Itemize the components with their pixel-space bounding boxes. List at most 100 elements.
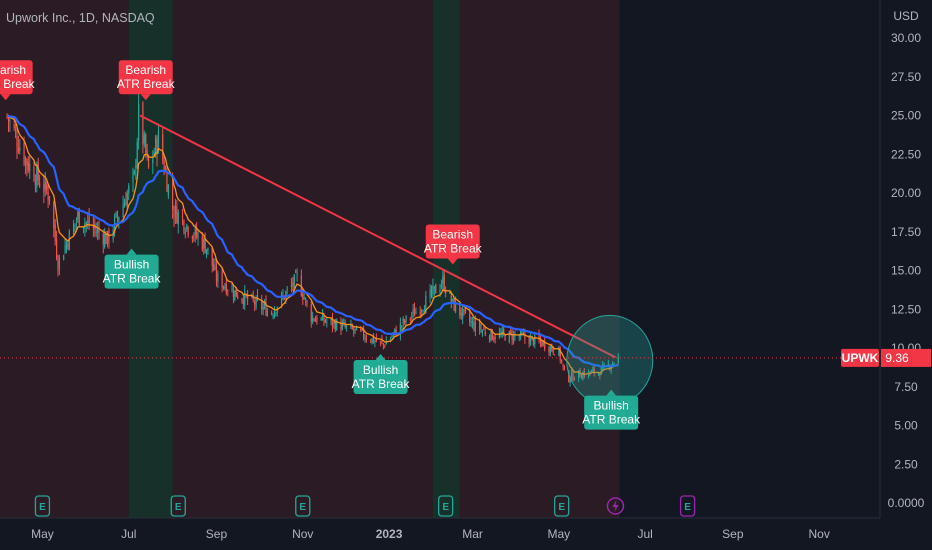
candle-body	[340, 321, 342, 331]
candle-body	[266, 310, 268, 316]
candle-body	[425, 295, 427, 313]
candle-body	[48, 195, 51, 202]
candle-body	[452, 298, 454, 301]
y-tick-label: 25.00	[891, 109, 921, 123]
candle-body	[63, 255, 65, 261]
candle-body	[214, 266, 216, 269]
candle-body	[421, 310, 423, 312]
candle-body	[292, 282, 294, 286]
candle-body	[361, 329, 363, 331]
candle-body	[597, 372, 600, 375]
candle-body	[612, 363, 614, 365]
candle-body	[201, 235, 203, 250]
label-text: ATR Break	[352, 377, 411, 391]
candle-body	[385, 341, 387, 345]
candle-body	[312, 316, 314, 322]
candle-body	[275, 312, 277, 314]
earnings-letter: E	[558, 502, 565, 513]
candle-body	[215, 267, 218, 282]
candle-body	[156, 139, 158, 155]
candle-body	[157, 130, 160, 154]
candle-body	[213, 264, 215, 271]
candle-body	[205, 249, 208, 255]
candle-body	[296, 273, 298, 275]
candle-body	[246, 294, 249, 300]
candle-body	[548, 347, 550, 352]
candle-body	[39, 182, 41, 187]
candle-body	[503, 328, 505, 334]
x-tick-label: Sep	[206, 527, 228, 541]
candle-body	[402, 318, 404, 324]
candle-body	[409, 318, 411, 320]
candle-body	[273, 310, 276, 318]
candle-body	[464, 308, 467, 313]
candle-body	[423, 309, 426, 312]
candle-body	[578, 370, 580, 379]
candle-body	[599, 374, 601, 376]
candle-body	[488, 335, 491, 340]
candle-body	[353, 329, 355, 332]
candle-body	[87, 220, 89, 223]
candle-body	[454, 303, 457, 313]
y-tick-label: 15.00	[891, 264, 921, 278]
candle-body	[453, 298, 455, 311]
candle-body	[163, 160, 165, 173]
candle-body	[617, 356, 619, 363]
candle-body	[303, 298, 305, 300]
lightning-icon	[612, 500, 619, 512]
dividend-icon	[606, 497, 625, 515]
candle-body	[541, 341, 543, 347]
candle-body	[440, 285, 443, 288]
label-text: Bullish	[114, 258, 149, 272]
candle-body	[412, 309, 414, 314]
candle-body	[255, 297, 257, 308]
candle-body	[324, 319, 327, 323]
candle-body	[146, 150, 148, 155]
candle-body	[46, 184, 48, 191]
candle-body	[237, 296, 239, 299]
candle-body	[435, 284, 437, 294]
candle-body	[88, 216, 90, 226]
candle-body	[355, 326, 358, 331]
candle-body	[474, 321, 476, 332]
candle-body	[538, 335, 540, 341]
candle-body	[469, 313, 471, 322]
candle-body	[491, 330, 493, 341]
y-tick-label: 2.50	[894, 457, 918, 471]
label-text: ATR Break	[103, 272, 162, 286]
earnings-icon	[295, 495, 311, 517]
candle-body	[573, 379, 576, 381]
earnings-icon	[438, 495, 454, 517]
earnings-marker: E	[170, 495, 186, 517]
earnings-icon	[554, 495, 570, 517]
candle-body	[323, 316, 325, 322]
candle-body	[125, 200, 127, 206]
candle-body	[549, 346, 551, 354]
candle-body	[413, 309, 416, 317]
candle-body	[174, 204, 177, 215]
candle-body	[207, 247, 209, 251]
candle-body	[106, 231, 109, 244]
label-box	[0, 60, 33, 95]
candle-body	[211, 247, 213, 266]
label-text: ATR Break	[424, 242, 483, 256]
candle-body	[98, 229, 100, 233]
candle-body	[166, 171, 168, 192]
candle-body	[128, 185, 130, 194]
candle-body	[354, 328, 356, 330]
trendline	[139, 114, 616, 359]
candle-body	[559, 347, 561, 361]
candle-body	[430, 287, 433, 295]
candle-body	[381, 340, 383, 343]
x-tick-label: Nov	[808, 527, 829, 541]
candle-body	[510, 330, 512, 333]
candle-body	[433, 286, 435, 289]
label-box	[425, 224, 480, 259]
candle-body	[415, 311, 417, 314]
candle-body	[77, 211, 79, 220]
earnings-letter: E	[39, 502, 46, 513]
